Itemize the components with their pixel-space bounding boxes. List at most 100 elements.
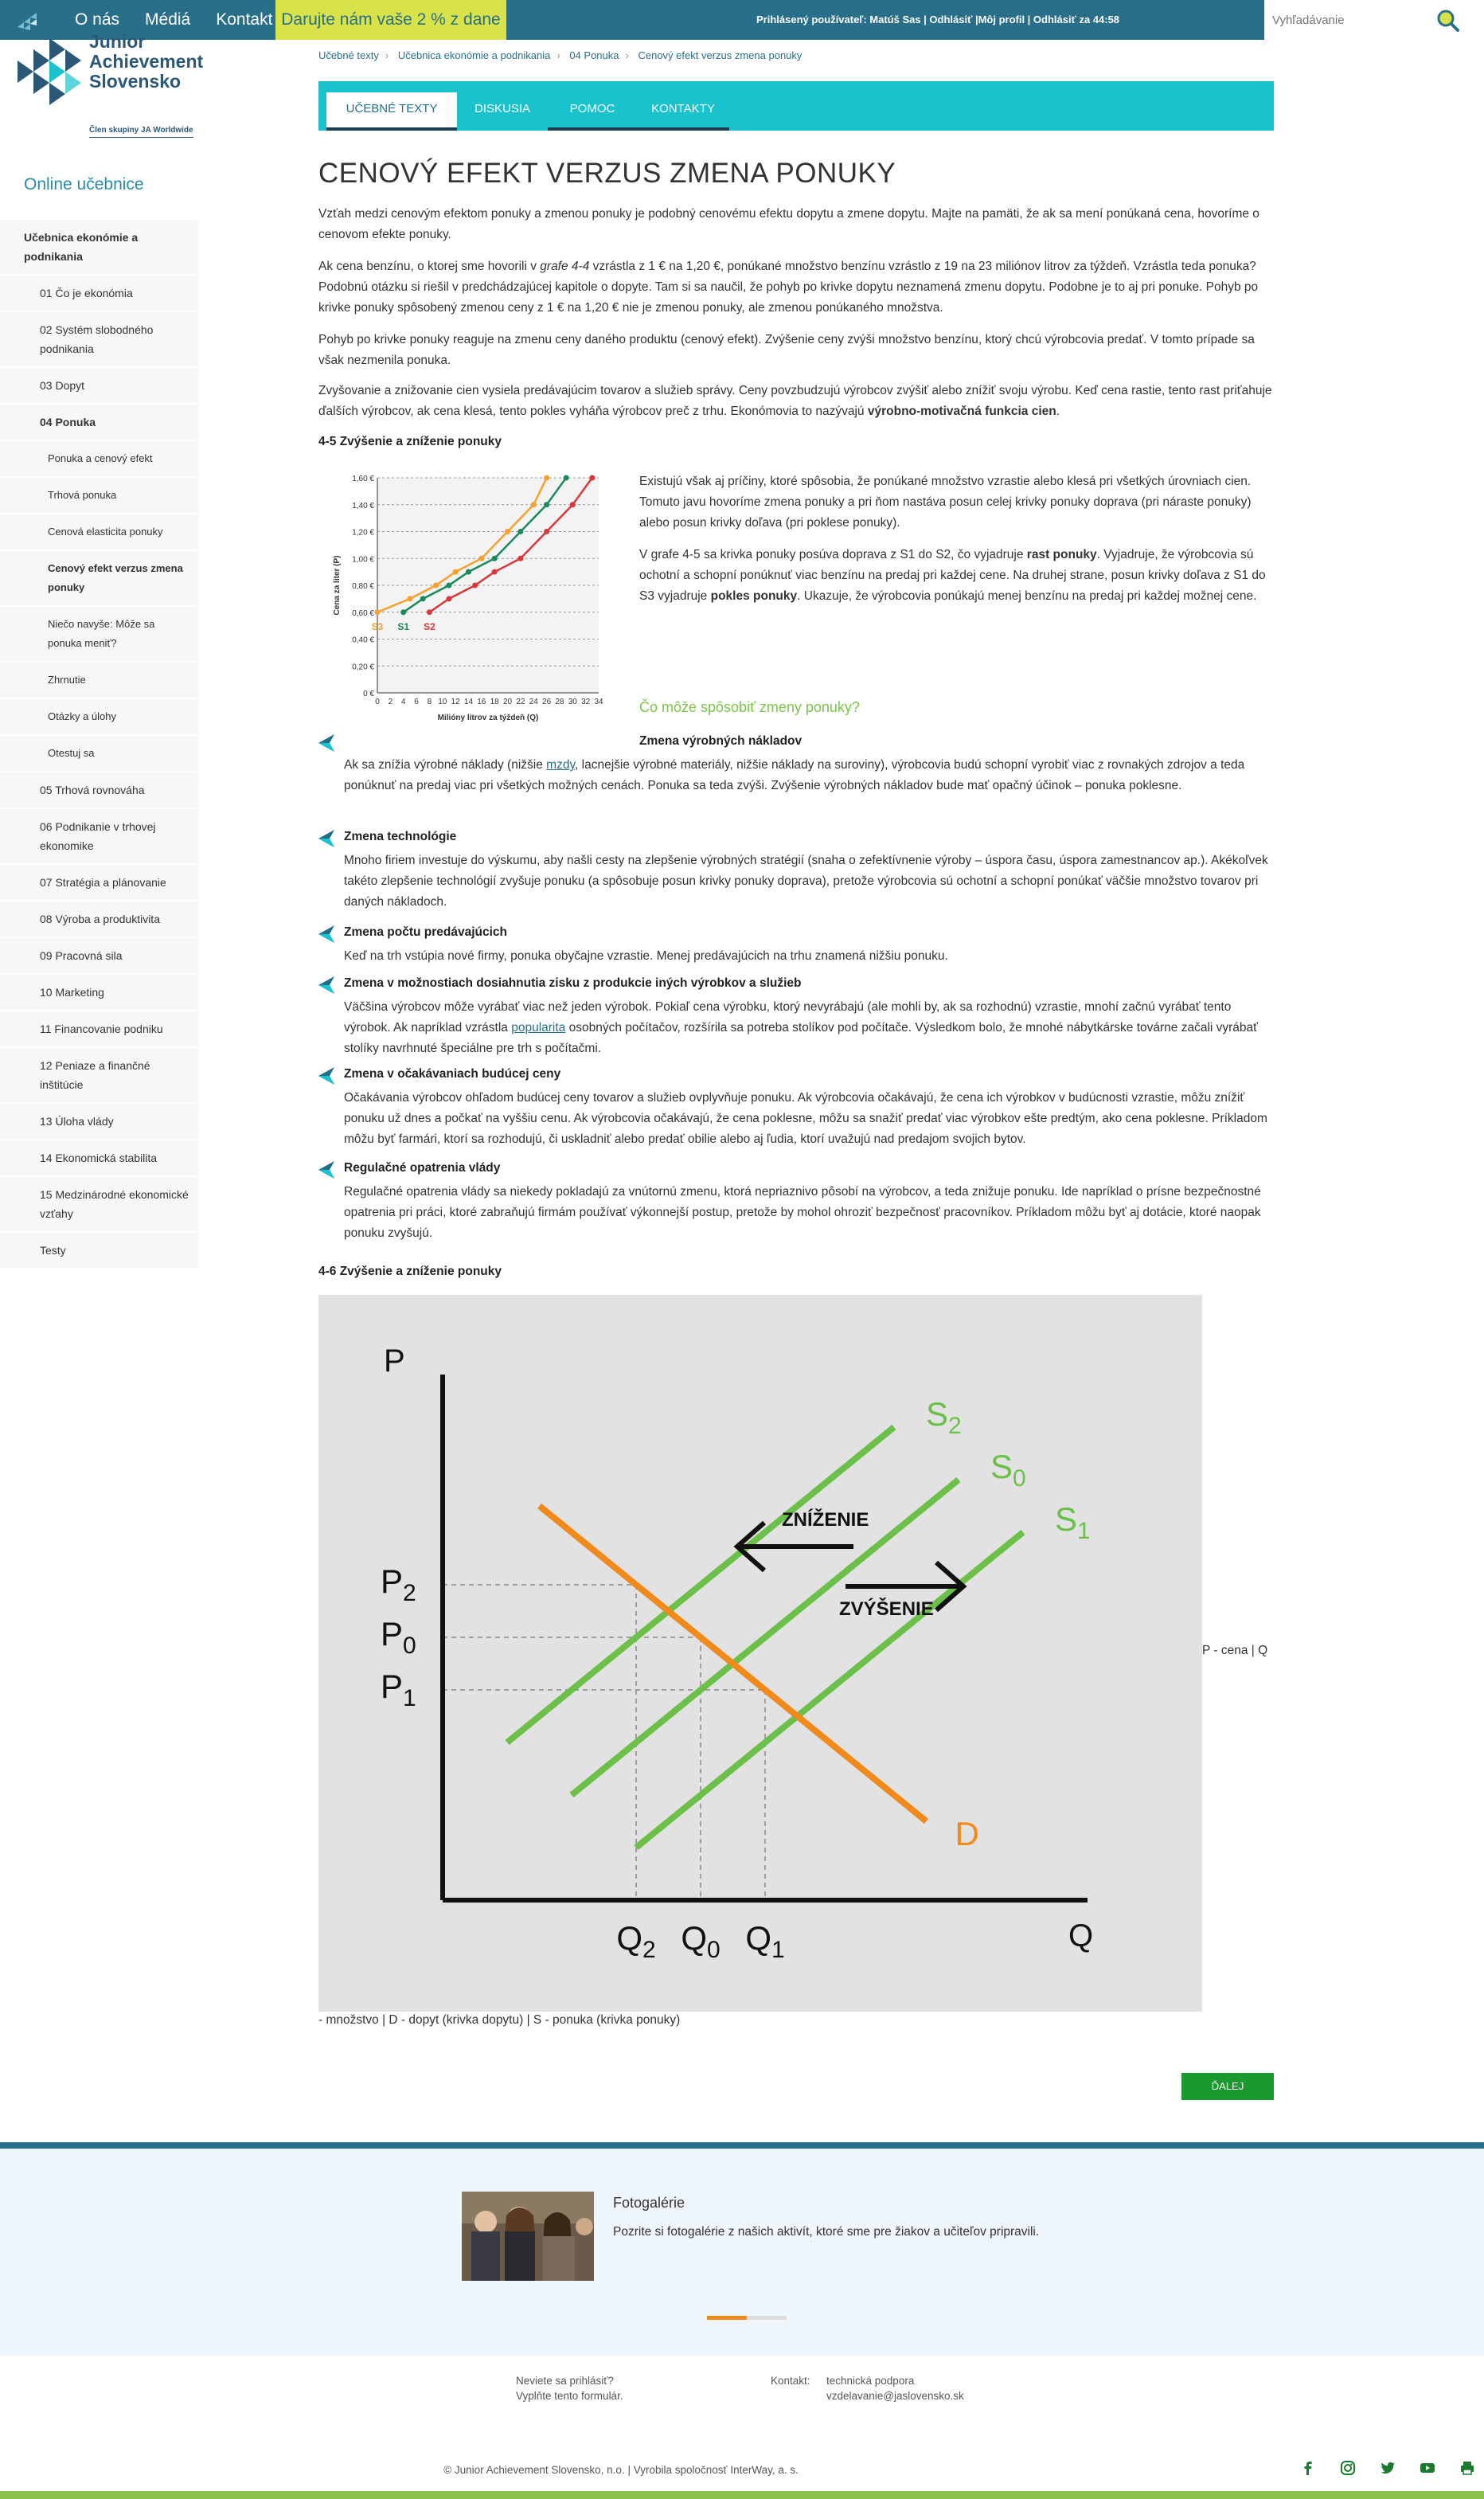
sidebar-item[interactable]: Testy: [0, 1233, 199, 1269]
contact-email-link[interactable]: vzdelavanie@jaslovensko.sk: [826, 2390, 964, 2402]
sidebar-item[interactable]: 12 Peniaze a finančné inštitúcie: [0, 1048, 199, 1104]
sidebar-item[interactable]: Niečo navyše: Môže sa ponuka meniť?: [0, 607, 199, 663]
sidebar-item[interactable]: 13 Úloha vlády: [0, 1104, 199, 1140]
print-icon[interactable]: [1459, 2459, 1476, 2477]
sidebar-item[interactable]: 05 Trhová rovnováha: [0, 772, 199, 809]
figure-4-5-title: 4-5 Zvýšenie a zníženie ponuky: [318, 435, 502, 448]
y-tick-label: P1: [381, 1668, 416, 1711]
x-tick-label: 32: [581, 698, 591, 706]
pointer-arrow-icon: [318, 925, 334, 943]
x-tick-label: 28: [555, 698, 564, 706]
login-form-link[interactable]: Vyplňte tento formulár.: [516, 2390, 623, 2402]
x-tick-label: 16: [477, 698, 486, 706]
sidebar-item[interactable]: 04 Ponuka: [0, 405, 199, 441]
pointer-arrow-icon: [318, 830, 334, 847]
data-point: [569, 502, 576, 508]
x-tick-label: 4: [401, 698, 406, 706]
y-axis-label: Cena za liter (P): [333, 555, 342, 615]
sidebar-item[interactable]: 07 Stratégia a plánovanie: [0, 865, 199, 901]
gallery-title[interactable]: Fotogalérie: [613, 2195, 685, 2211]
y-tick-label: 1,20 €: [352, 529, 374, 538]
reason-title: Regulačné opatrenia vlády: [344, 1161, 501, 1175]
x-tick-label: 18: [490, 698, 500, 706]
breadcrumb-item[interactable]: 04 Ponuka: [569, 49, 619, 61]
sidebar-menu: Učebnica ekonómie a podnikania 01 Čo je e…: [0, 220, 199, 1269]
sidebar-item[interactable]: 15 Medzinárodné ekonomické vzťahy: [0, 1177, 199, 1233]
series-line-s2: [428, 477, 593, 613]
search-input[interactable]: [1272, 10, 1431, 30]
sidebar-item[interactable]: Otestuj sa: [0, 736, 199, 772]
twitter-icon[interactable]: [1379, 2459, 1396, 2477]
breadcrumb: Učebné texty › Učebnica ekonómie a podnik…: [318, 49, 802, 61]
sidebar-title[interactable]: Online učebnice: [24, 175, 144, 194]
data-point: [491, 569, 498, 575]
data-point: [420, 596, 426, 602]
reason-title: Zmena v možnostiach dosiahnutia zisku z …: [344, 976, 802, 990]
nav-kontakt[interactable]: Kontakt: [216, 10, 273, 29]
data-point: [544, 529, 550, 534]
x-tick-label: 20: [503, 698, 513, 706]
data-point: [505, 529, 511, 534]
youtube-icon[interactable]: [1419, 2459, 1436, 2477]
series-label: S2: [424, 621, 435, 632]
y-tick-label: 0,80 €: [352, 582, 374, 591]
sidebar-item[interactable]: Ponuka a cenový efekt: [0, 441, 199, 478]
breadcrumb-item[interactable]: Cenový efekt verzus zmena ponuky: [638, 49, 803, 61]
paragraph-movement: Pohyb po krivke ponuky reaguje na zmenu …: [318, 333, 1255, 367]
instagram-icon[interactable]: [1339, 2459, 1357, 2477]
sidebar-item[interactable]: 02 Systém slobodného podnikania: [0, 312, 199, 368]
tab-ucebne-texty[interactable]: UČEBNÉ TEXTY: [326, 92, 457, 131]
gallery-photo[interactable]: [462, 2192, 594, 2281]
breadcrumb-item[interactable]: Učebnica ekonómie a podnikania: [397, 49, 551, 61]
y-tick-label: 1,60 €: [352, 475, 374, 483]
x-tick-label: 8: [428, 698, 432, 706]
sidebar-item[interactable]: 08 Výroba a produktivita: [0, 901, 199, 938]
sidebar-item[interactable]: Zhrnutie: [0, 663, 199, 699]
sidebar-item[interactable]: 11 Financovanie podniku: [0, 1011, 199, 1048]
search-icon[interactable]: [1431, 5, 1463, 35]
tab-diskusia[interactable]: DISKUSIA: [474, 102, 531, 115]
pointer-arrow-icon: [318, 1161, 334, 1179]
tab-kontakty[interactable]: KONTAKTY: [637, 92, 729, 131]
top-bar: O nás Médiá Kontakt Darujte nám vaše 2 %…: [0, 0, 1484, 40]
y-tick-label: 1,40 €: [352, 502, 374, 510]
sidebar-item[interactable]: 03 Dopyt: [0, 368, 199, 405]
nav-o-nas[interactable]: O nás: [75, 10, 120, 29]
user-info[interactable]: Prihlásený používateľ: Matúš Sas | Odhlá…: [756, 14, 1120, 25]
donate-banner[interactable]: Darujte nám vaše 2 % z dane: [275, 0, 506, 40]
glossary-link[interactable]: mzdy: [546, 758, 576, 772]
carousel-indicator[interactable]: [707, 2316, 787, 2320]
sidebar-item[interactable]: Učebnica ekonómie a podnikania: [0, 220, 199, 276]
login-help: Neviete sa prihlásiť? Vyplňte tento form…: [516, 2375, 623, 2402]
ja-logo-small-icon[interactable]: [14, 8, 43, 32]
sidebar-item[interactable]: Cenový efekt verzus zmena ponuky: [0, 551, 199, 607]
series-label: S1: [397, 621, 409, 632]
brand-wordmark: Junior Achievement Slovensko: [89, 31, 204, 92]
facebook-icon[interactable]: [1299, 2459, 1317, 2477]
sidebar-item[interactable]: Cenová elasticita ponuky: [0, 514, 199, 551]
sidebar-item[interactable]: 01 Čo je ekonómia: [0, 276, 199, 312]
sidebar-item[interactable]: 14 Ekonomická stabilita: [0, 1140, 199, 1177]
sidebar-item[interactable]: 06 Podnikanie v trhovej ekonomike: [0, 809, 199, 865]
data-point: [530, 502, 537, 508]
sidebar-item[interactable]: Otázky a úlohy: [0, 699, 199, 736]
brand-logo[interactable]: Junior Achievement Slovensko Člen skupin…: [18, 22, 225, 158]
x-tick-label: Q1: [745, 1919, 784, 1963]
reason-title: Zmena výrobných nákladov: [639, 734, 803, 748]
glossary-link[interactable]: popularita: [511, 1021, 566, 1034]
x-tick-label: 22: [516, 698, 525, 706]
next-button[interactable]: ĎALEJ: [1181, 2073, 1274, 2100]
tab-pomoc[interactable]: POMOC: [548, 92, 637, 131]
series-line-s3: [377, 477, 548, 613]
reason-text: Mnoho firiem investuje do výskumu, aby n…: [344, 854, 1268, 909]
sidebar-item[interactable]: Trhová ponuka: [0, 478, 199, 514]
annotation-increase: ZVÝŠENIE: [839, 1598, 934, 1620]
paragraph-intro: Vzťah medzi cenovým efektom ponuky a zme…: [318, 207, 1259, 241]
sidebar-item[interactable]: 10 Marketing: [0, 975, 199, 1011]
breadcrumb-item[interactable]: Učebné texty: [318, 49, 379, 61]
nav-media[interactable]: Médiá: [145, 10, 191, 29]
sidebar-item[interactable]: 09 Pracovná sila: [0, 938, 199, 975]
y-tick-label: P2: [381, 1562, 416, 1606]
pointer-arrow-icon: [318, 976, 334, 994]
reason-text: Ak sa znížia výrobné náklady (nižšie mzd…: [344, 758, 1245, 792]
